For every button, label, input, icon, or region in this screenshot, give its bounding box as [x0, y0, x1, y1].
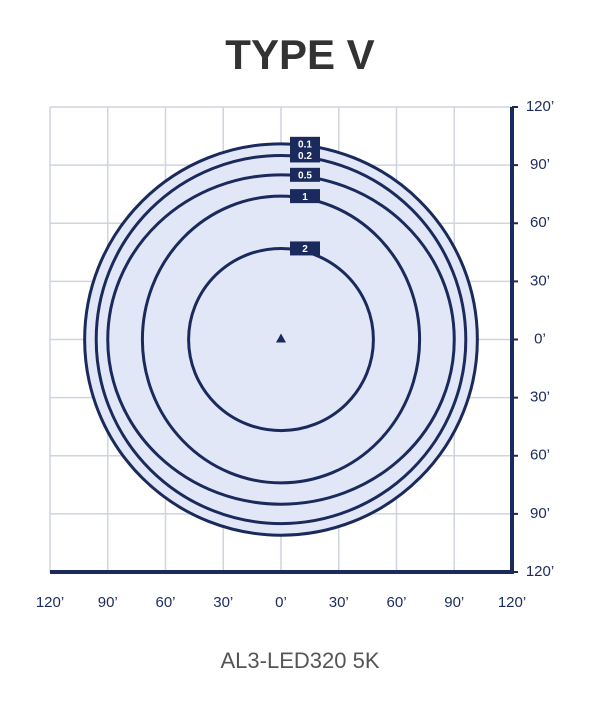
x-tick-label: 0’	[275, 594, 287, 611]
isoline	[94, 153, 468, 526]
y-tick-label: 30’	[530, 389, 550, 406]
isoline	[187, 246, 375, 433]
isoline-label-box	[290, 136, 320, 151]
isoline-label: 1	[302, 192, 308, 203]
y-tick-label: 120’	[526, 563, 554, 580]
isoline-label-box	[290, 148, 320, 163]
isoline-label: 0.5	[298, 170, 312, 181]
x-tick-label: 60’	[386, 594, 406, 611]
center-marker	[276, 333, 286, 343]
chart-subtitle: AL3-LED320 5K	[221, 648, 380, 673]
y-tick-label: 60’	[530, 214, 550, 231]
isoline-label: 0.1	[298, 139, 312, 150]
isoline	[140, 194, 422, 485]
y-tick-label: 0’	[534, 330, 546, 347]
isoline-label-box	[290, 241, 320, 256]
y-tick-label: 90’	[530, 505, 550, 522]
x-tick-label: 90’	[444, 594, 464, 611]
x-tick-label: 60’	[155, 594, 175, 611]
chart-title: TYPE V	[225, 31, 374, 78]
isoline-label: 2	[302, 244, 308, 255]
isoline-label: 0.2	[298, 151, 312, 162]
isoline	[106, 173, 456, 506]
y-tick-label: 120’	[526, 98, 554, 115]
x-tick-label: 90’	[98, 594, 118, 611]
isoline-label-box	[290, 189, 320, 204]
x-tick-label: 120’	[498, 594, 526, 611]
x-tick-label: 30’	[329, 594, 349, 611]
y-tick-label: 30’	[530, 272, 550, 289]
x-tick-label: 30’	[213, 594, 233, 611]
isoline-label-box	[290, 167, 320, 182]
x-tick-label: 120’	[36, 594, 64, 611]
y-tick-label: 90’	[530, 156, 550, 173]
y-tick-label: 60’	[530, 447, 550, 464]
